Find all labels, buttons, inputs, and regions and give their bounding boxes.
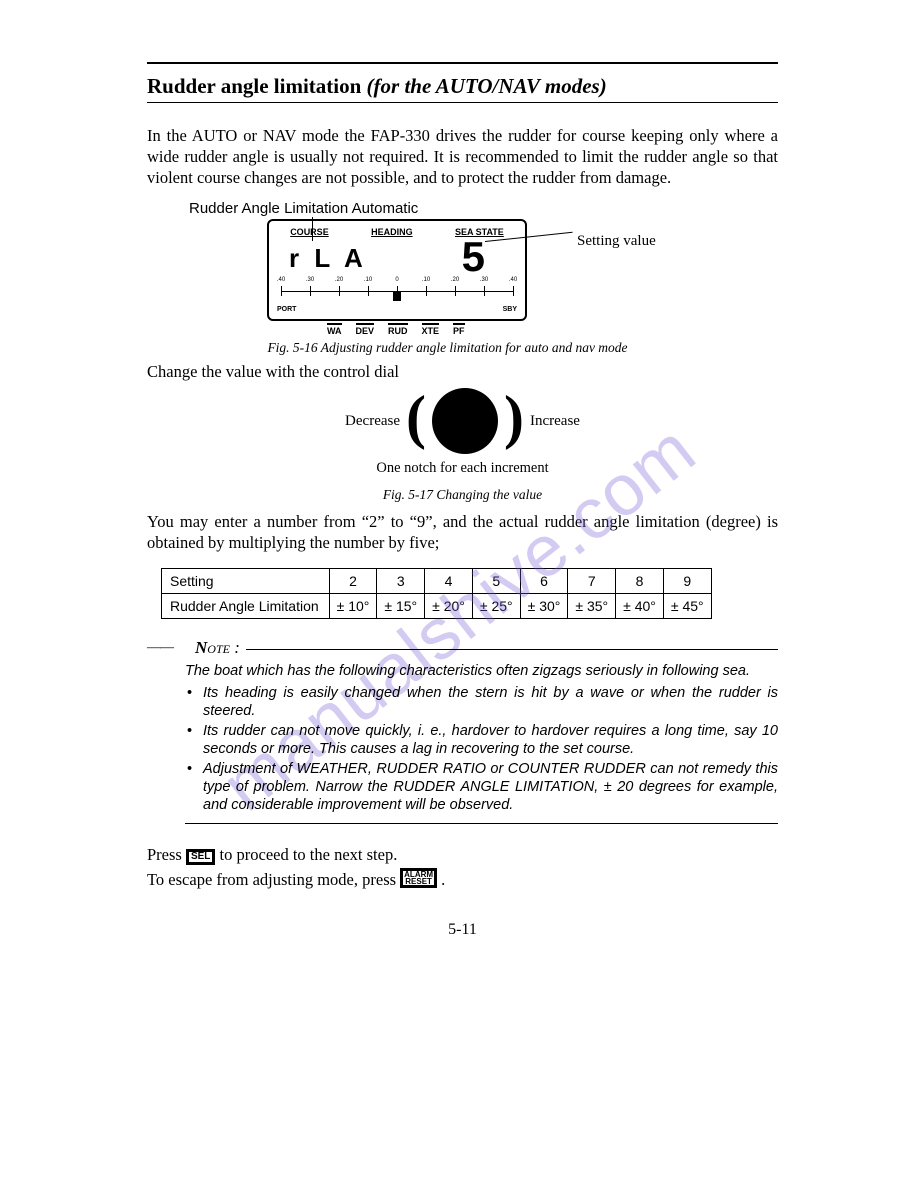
press-text-1b: to proceed to the next step.: [215, 845, 397, 864]
cell: 8: [616, 568, 664, 593]
lcd-rla-text: r L A: [289, 243, 367, 274]
lcd-wa: WA: [327, 323, 342, 336]
scale-num: .40: [277, 277, 285, 283]
lcd-rud: RUD: [388, 323, 408, 336]
change-value-text: Change the value with the control dial: [147, 362, 778, 382]
cell: 5: [472, 568, 520, 593]
cell: ± 30°: [520, 593, 568, 618]
lcd-display: COURSE HEADING SEA STATE r L A 5 .40.30.…: [267, 219, 527, 321]
press-text-1a: Press: [147, 845, 186, 864]
lcd-bottom-labels: WA DEV RUD XTE PF: [327, 323, 657, 336]
cell: ± 35°: [568, 593, 616, 618]
table-row: Rudder Angle Limitation ± 10° ± 15° ± 20…: [162, 593, 712, 618]
scale-num: .10: [364, 277, 372, 283]
arc-right: ): [504, 396, 524, 446]
row1-label: Setting: [162, 568, 330, 593]
cell: 7: [568, 568, 616, 593]
cell: ± 25°: [472, 593, 520, 618]
lcd-pf: PF: [453, 323, 465, 336]
rudder-angle-table: Setting 2 3 4 5 6 7 8 9 Rudder Angle Lim…: [161, 568, 712, 619]
cell: ± 45°: [663, 593, 711, 618]
press-instructions: Press SEL to proceed to the next step. T…: [147, 842, 778, 893]
scale-num: .20: [451, 277, 459, 283]
scale-num: .30: [480, 277, 488, 283]
control-dial-icon: [432, 388, 498, 454]
lcd-top-labels: COURSE HEADING SEA STATE: [269, 227, 525, 237]
increase-label: Increase: [530, 413, 580, 430]
decrease-label: Decrease: [345, 413, 400, 430]
note-item: Adjustment of WEATHER, RUDDER RATIO or C…: [185, 760, 778, 814]
title-main: Rudder angle limitation: [147, 74, 367, 98]
cell: ± 40°: [616, 593, 664, 618]
fig516-caption: Fig. 5-16 Adjusting rudder angle limitat…: [117, 340, 778, 356]
note-box: —— Note : The boat which has the followi…: [147, 649, 778, 824]
intro-paragraph: In the AUTO or NAV mode the FAP-330 driv…: [147, 125, 778, 188]
scale-num: 0: [395, 277, 398, 283]
figure-5-17: Decrease ( ) Increase One notch for each…: [303, 388, 623, 503]
lcd-dev: DEV: [356, 323, 375, 336]
title-subtitle: (for the AUTO/NAV modes): [367, 74, 607, 98]
cell: 6: [520, 568, 568, 593]
note-item: Its heading is easily changed when the s…: [185, 684, 778, 720]
scale-num: .10: [422, 277, 430, 283]
rule-top: [147, 62, 778, 64]
lcd-lbl-heading: HEADING: [371, 227, 413, 237]
press-text-2a: To escape from adjusting mode, press: [147, 870, 400, 889]
section-title: Rudder angle limitation (for the AUTO/NA…: [147, 70, 778, 102]
cell: 9: [663, 568, 711, 593]
lcd-setting-digit: 5: [462, 233, 485, 281]
row2-label: Rudder Angle Limitation: [162, 593, 330, 618]
cell: 4: [425, 568, 473, 593]
fig517-caption: Fig. 5-17 Changing the value: [303, 487, 623, 503]
cell: ± 15°: [377, 593, 425, 618]
note-lead: The boat which has the following charact…: [185, 662, 778, 680]
callout-setting-value: Setting value: [577, 233, 656, 250]
sel-keycap: SEL: [186, 849, 215, 865]
fig516-upper-label: Rudder Angle Limitation Automatic: [189, 200, 778, 217]
lcd-scale: .40.30.20.100.10.20.30.40: [281, 281, 513, 303]
cell: ± 10°: [329, 593, 377, 618]
cell: ± 20°: [425, 593, 473, 618]
note-dash: ——: [147, 640, 173, 656]
cell: 3: [377, 568, 425, 593]
scale-num: .30: [306, 277, 314, 283]
lcd-xte: XTE: [422, 323, 440, 336]
lcd-lbl-course: COURSE: [290, 227, 329, 237]
note-item: Its rudder can not move quickly, i. e., …: [185, 722, 778, 758]
table-row: Setting 2 3 4 5 6 7 8 9: [162, 568, 712, 593]
enter-number-text: You may enter a number from “2” to “9”, …: [147, 511, 778, 553]
arc-left: (: [406, 396, 426, 446]
figure-5-16: Rudder Angle Limitation Automatic COURSE…: [147, 200, 778, 356]
scale-num: .20: [335, 277, 343, 283]
press-text-2b: .: [437, 870, 445, 889]
lcd-sby: SBY: [503, 306, 517, 313]
one-notch-text: One notch for each increment: [303, 460, 623, 477]
page-number: 5-11: [147, 921, 778, 939]
note-heading: Note :: [189, 638, 246, 658]
alarm-reset-keycap: ALARMRESET: [400, 868, 437, 888]
lcd-port: PORT: [277, 306, 296, 313]
rule-under-title: [147, 102, 778, 103]
scale-num: .40: [509, 277, 517, 283]
cell: 2: [329, 568, 377, 593]
